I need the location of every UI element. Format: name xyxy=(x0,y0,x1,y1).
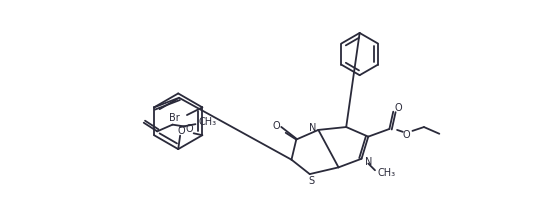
Text: O: O xyxy=(403,130,411,140)
Text: O: O xyxy=(177,126,185,136)
Text: N: N xyxy=(309,123,316,133)
Text: O: O xyxy=(395,103,402,113)
Text: S: S xyxy=(309,176,315,186)
Text: Br: Br xyxy=(169,113,180,123)
Text: CH₃: CH₃ xyxy=(377,168,396,178)
Text: CH₃: CH₃ xyxy=(199,117,217,127)
Text: O: O xyxy=(185,124,193,134)
Text: O: O xyxy=(272,121,280,131)
Text: N: N xyxy=(364,157,372,167)
